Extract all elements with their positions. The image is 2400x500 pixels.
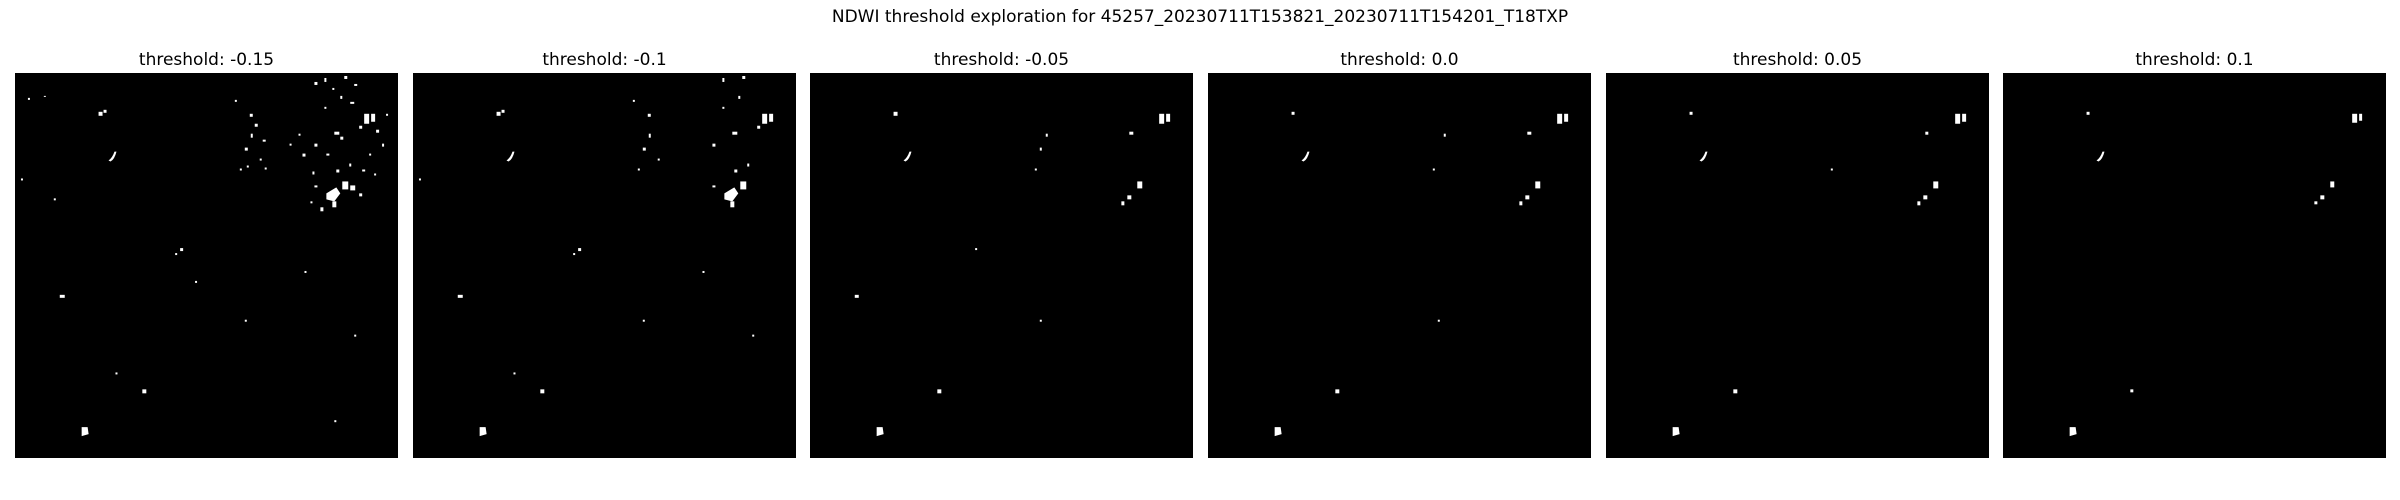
panel-title-1: threshold: -0.15 xyxy=(138,50,275,70)
water-mask-panel-6 xyxy=(2003,73,2386,458)
water-mask-image-1 xyxy=(16,74,397,457)
water-mask-panel-5 xyxy=(1606,73,1989,458)
panel-title-6: threshold: 0.1 xyxy=(2135,50,2254,70)
water-mask-panel-4 xyxy=(1208,73,1591,458)
water-mask-panel-3 xyxy=(810,73,1193,458)
water-mask-image-3 xyxy=(811,74,1192,457)
water-mask-panel-1 xyxy=(15,73,398,458)
water-mask-image-2 xyxy=(414,74,795,457)
panel-title-5: threshold: 0.05 xyxy=(1732,50,1863,70)
water-mask-image-6 xyxy=(2004,74,2385,457)
figure-title: NDWI threshold exploration for 45257_202… xyxy=(831,7,1569,27)
water-mask-panel-2 xyxy=(413,73,796,458)
panel-title-4: threshold: 0.0 xyxy=(1340,50,1459,70)
water-mask-image-5 xyxy=(1607,74,1988,457)
water-mask-image-4 xyxy=(1209,74,1590,457)
panel-title-3: threshold: -0.05 xyxy=(933,50,1070,70)
panel-title-2: threshold: -0.1 xyxy=(542,50,667,70)
